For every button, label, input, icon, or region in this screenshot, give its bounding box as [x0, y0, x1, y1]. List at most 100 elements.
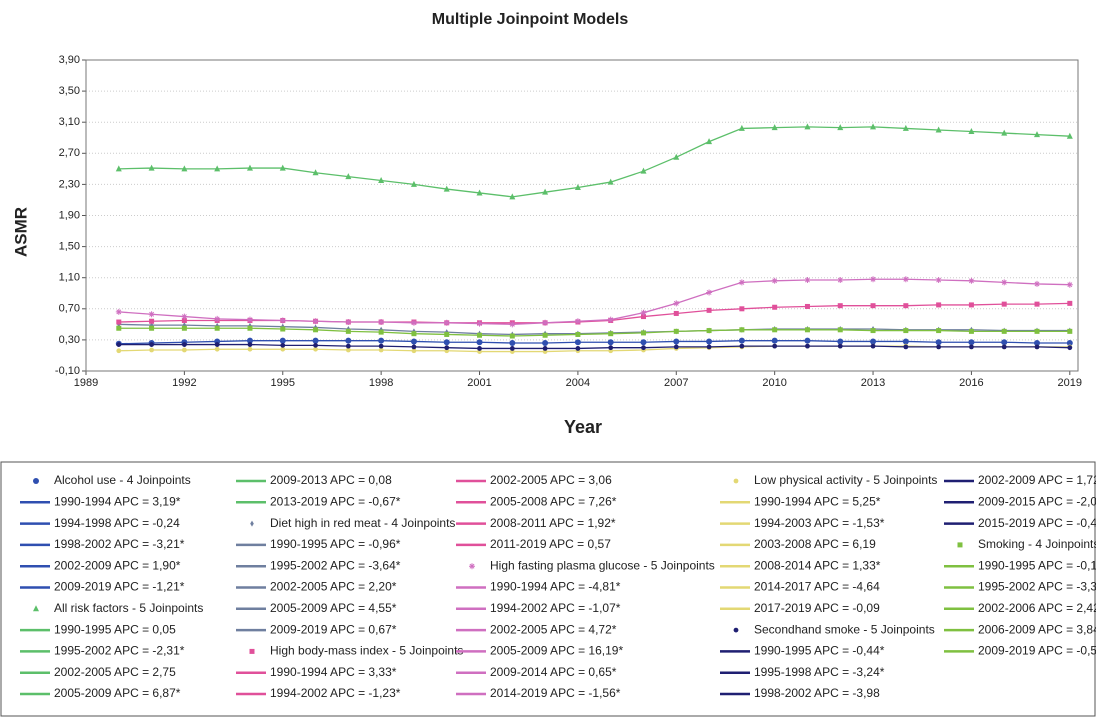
series-line — [118, 327, 1070, 337]
marker — [148, 164, 155, 171]
marker — [247, 342, 253, 347]
marker — [673, 310, 679, 316]
x-tick-label: 1998 — [369, 377, 393, 389]
marker — [378, 319, 385, 326]
marker — [935, 339, 942, 346]
marker — [1034, 328, 1040, 334]
legend-label: 2011-2019 APC = 0,57 — [490, 537, 611, 551]
marker — [968, 128, 975, 135]
marker — [608, 331, 614, 337]
legend-label: High body-mass index - 5 Joinpoints — [270, 644, 463, 658]
marker — [312, 169, 319, 176]
marker — [607, 316, 614, 323]
marker — [1034, 301, 1040, 307]
marker — [837, 338, 844, 345]
marker — [771, 337, 778, 344]
marker — [673, 300, 680, 307]
marker — [902, 338, 909, 345]
legend-label: Diet high in red meat - 4 Joinpoints — [270, 516, 455, 530]
y-tick-label: 3,90 — [59, 54, 80, 66]
marker — [902, 124, 909, 131]
series-line — [118, 323, 1070, 336]
marker — [181, 165, 188, 172]
legend-label: All risk factors - 5 Joinpoints — [54, 601, 203, 615]
marker — [149, 322, 154, 329]
legend-label: 2017-2019 APC = -0,09 — [754, 601, 880, 615]
marker — [542, 319, 549, 326]
marker — [542, 346, 548, 351]
marker — [870, 123, 877, 130]
y-tick-label: 2,70 — [59, 147, 80, 159]
marker — [804, 277, 811, 284]
marker — [673, 328, 679, 334]
legend-label: 2002-2005 APC = 2,20* — [270, 580, 397, 594]
marker — [149, 347, 154, 353]
marker — [411, 348, 417, 354]
marker — [1066, 132, 1073, 139]
marker — [116, 325, 122, 331]
marker — [936, 302, 942, 308]
legend-label: 2002-2005 APC = 2,75 — [54, 665, 176, 679]
marker — [1067, 328, 1073, 334]
marker — [1001, 129, 1008, 136]
legend-label: 1994-2003 APC = -1,53* — [754, 516, 885, 530]
marker — [738, 279, 745, 286]
marker — [575, 331, 581, 337]
marker — [542, 340, 549, 347]
marker — [903, 328, 909, 334]
marker — [149, 342, 154, 347]
marker — [673, 338, 680, 345]
marker — [509, 346, 515, 351]
legend-marker — [733, 478, 739, 484]
legend-marker — [249, 648, 255, 654]
marker — [641, 345, 646, 351]
marker — [1001, 339, 1008, 346]
marker — [345, 347, 351, 353]
marker — [378, 343, 384, 349]
legend-label: Smoking - 4 Joinpoints — [978, 537, 1096, 551]
legend-label: 1990-1994 APC = 5,25* — [754, 494, 881, 508]
marker — [969, 344, 974, 350]
marker — [575, 346, 581, 351]
marker — [772, 343, 778, 349]
x-axis-label: Year — [564, 417, 602, 437]
marker — [181, 317, 187, 323]
marker — [706, 307, 712, 313]
marker — [214, 315, 221, 322]
marker — [706, 138, 713, 145]
marker — [115, 308, 122, 315]
marker — [443, 185, 450, 192]
x-tick-label: 2013 — [861, 377, 885, 389]
marker — [968, 339, 975, 346]
marker — [247, 346, 253, 352]
legend-label: Low physical activity - 5 Joinpoints — [754, 473, 937, 487]
marker — [902, 276, 909, 283]
marker — [640, 167, 647, 174]
marker — [935, 126, 942, 133]
legend-label: 1994-2002 APC = -1,23* — [270, 686, 401, 700]
marker — [968, 302, 974, 308]
y-tick-label: 1,90 — [59, 209, 80, 221]
marker — [870, 338, 877, 345]
legend-label: 1995-2002 APC = -3,64* — [270, 558, 401, 572]
marker — [673, 153, 680, 160]
legend-label: 2005-2009 APC = 4,55* — [270, 601, 397, 615]
marker — [837, 327, 843, 333]
marker — [739, 306, 745, 312]
marker — [116, 342, 122, 347]
marker — [149, 325, 155, 331]
marker — [772, 304, 778, 310]
legend-label: 1995-2002 APC = -3,34* — [978, 580, 1096, 594]
marker — [509, 321, 516, 328]
marker — [1001, 279, 1008, 286]
legend-label: 1994-1998 APC = -0,24 — [54, 516, 180, 530]
marker — [574, 318, 581, 325]
marker — [476, 189, 483, 196]
series-line — [118, 126, 1070, 198]
marker — [116, 348, 122, 354]
marker — [968, 328, 974, 334]
legend-label: 2014-2017 APC = -4,64 — [754, 580, 880, 594]
marker — [279, 164, 286, 171]
marker — [313, 342, 318, 348]
